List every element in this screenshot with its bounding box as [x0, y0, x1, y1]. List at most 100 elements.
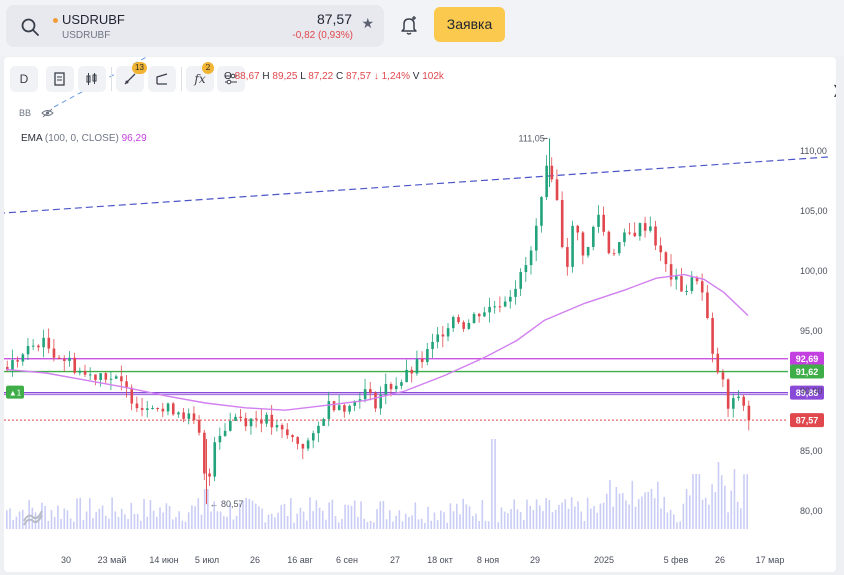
volume-bar [379, 501, 381, 529]
candle-body [94, 374, 97, 380]
volume-bar [328, 502, 330, 529]
order-button[interactable]: Заявка [434, 7, 505, 42]
trendline-button[interactable] [148, 66, 176, 92]
bar-style-button[interactable] [46, 66, 74, 92]
alert-marker-bg [6, 385, 24, 399]
volume-bar [140, 520, 142, 529]
candle-body [37, 345, 40, 348]
search-icon[interactable] [20, 17, 40, 37]
candle-body [519, 272, 523, 289]
volume-bar [417, 519, 420, 529]
volume-bar [325, 519, 327, 529]
volume-bar [296, 513, 299, 529]
symbol-subtitle: USDRUBF [62, 30, 111, 41]
settings-button[interactable] [217, 66, 245, 92]
candle-body [581, 232, 585, 256]
volume-bar [740, 508, 742, 529]
volume-bar [181, 520, 184, 529]
volume-bar [609, 479, 611, 529]
drawing-tools-button[interactable]: 13 [116, 62, 147, 92]
volume-bar [487, 521, 490, 529]
candle-body [633, 232, 637, 237]
ticker-search-box[interactable]: USDRUBF USDRUBF 87,57 -0,82 (0,93%) ★ [6, 5, 384, 47]
candle-body [104, 373, 108, 380]
volume-bar [25, 520, 27, 529]
volume-bar [420, 518, 423, 529]
candle-body [369, 389, 372, 393]
volume-bar [12, 519, 14, 529]
volume-bar [701, 499, 704, 529]
candle-body [286, 429, 289, 436]
candle-body [363, 389, 367, 400]
x-axis-label: 26 [715, 555, 725, 565]
volume-bar [197, 498, 200, 529]
volume-bar [331, 499, 334, 529]
candle-body [166, 403, 170, 412]
volume-bar [18, 511, 21, 529]
price-chart[interactable]: 92,69 91,62 89,86 87,57 ▲1 111,05 ← 80,57 110,0… [4, 57, 836, 572]
hidden-eye-icon[interactable] [41, 108, 54, 118]
candle-body [26, 345, 30, 355]
volume-bar [424, 522, 426, 529]
y-axis-label: 110,00 [800, 146, 827, 156]
volume-bar [82, 519, 85, 529]
volume-bar [392, 521, 394, 529]
candle-body [597, 214, 600, 227]
candle-body [711, 317, 714, 354]
interval-button[interactable]: D [10, 66, 38, 92]
volume-bar [663, 496, 666, 529]
volume-bar [114, 511, 117, 529]
volume-bar [210, 511, 212, 529]
indicators-button[interactable]: fx 2 [186, 62, 214, 92]
volume-bars [6, 439, 749, 529]
price-level-tag-text: 87,57 [796, 416, 819, 426]
volume-bar [586, 497, 589, 529]
price-level-tag-text: 89,86 [796, 388, 819, 398]
volume-bar [98, 508, 101, 529]
volume-bar [704, 497, 707, 529]
candle-body [73, 357, 77, 373]
ema-args: (100, 0, CLOSE) [44, 133, 119, 144]
candle-body [400, 382, 403, 386]
candle-body [114, 376, 118, 379]
candle-body [161, 408, 165, 412]
volume-bar [47, 521, 50, 529]
candle-body [213, 442, 217, 477]
volume-bar [653, 498, 656, 529]
candle-body [586, 246, 590, 256]
star-icon[interactable]: ★ [361, 15, 374, 31]
volume-bar [267, 514, 270, 529]
bell-alert-icon[interactable] [398, 14, 420, 36]
volume-bar [401, 521, 404, 529]
candle-body [659, 245, 663, 253]
candle-body [343, 405, 346, 412]
volume-bar [625, 500, 627, 529]
volume-bar [302, 511, 305, 529]
chevron-right-icon[interactable]: ❯ [832, 83, 836, 97]
volume-bar [743, 474, 745, 529]
volume-bar [334, 516, 337, 529]
candle-body [602, 214, 605, 232]
volume-bar [440, 510, 442, 529]
candle-body [477, 313, 481, 317]
candle-body [47, 337, 51, 349]
x-axis-label: 23 май [98, 555, 127, 565]
trend-line-icon [156, 73, 168, 85]
candle-body [11, 360, 14, 371]
ema-indicator-legend[interactable]: EMA (100, 0, CLOSE) 96,29 [21, 133, 147, 144]
x-axis-label: 16 авг [287, 555, 313, 565]
x-axis-label: 29 [530, 555, 540, 565]
candle-body [327, 401, 331, 420]
volume-bar [711, 484, 713, 529]
candle-body [498, 306, 502, 308]
volume-bar [679, 521, 681, 529]
candle-body [643, 223, 647, 231]
candle-body [514, 288, 517, 297]
candle-body [68, 357, 71, 361]
volume-label: V [412, 71, 420, 82]
candles-button[interactable] [78, 66, 106, 92]
x-axis-label: 17 мар [756, 555, 785, 565]
bb-indicator-label[interactable]: BB [19, 108, 32, 118]
volume-bar [695, 474, 697, 529]
volume-bar [535, 499, 538, 529]
